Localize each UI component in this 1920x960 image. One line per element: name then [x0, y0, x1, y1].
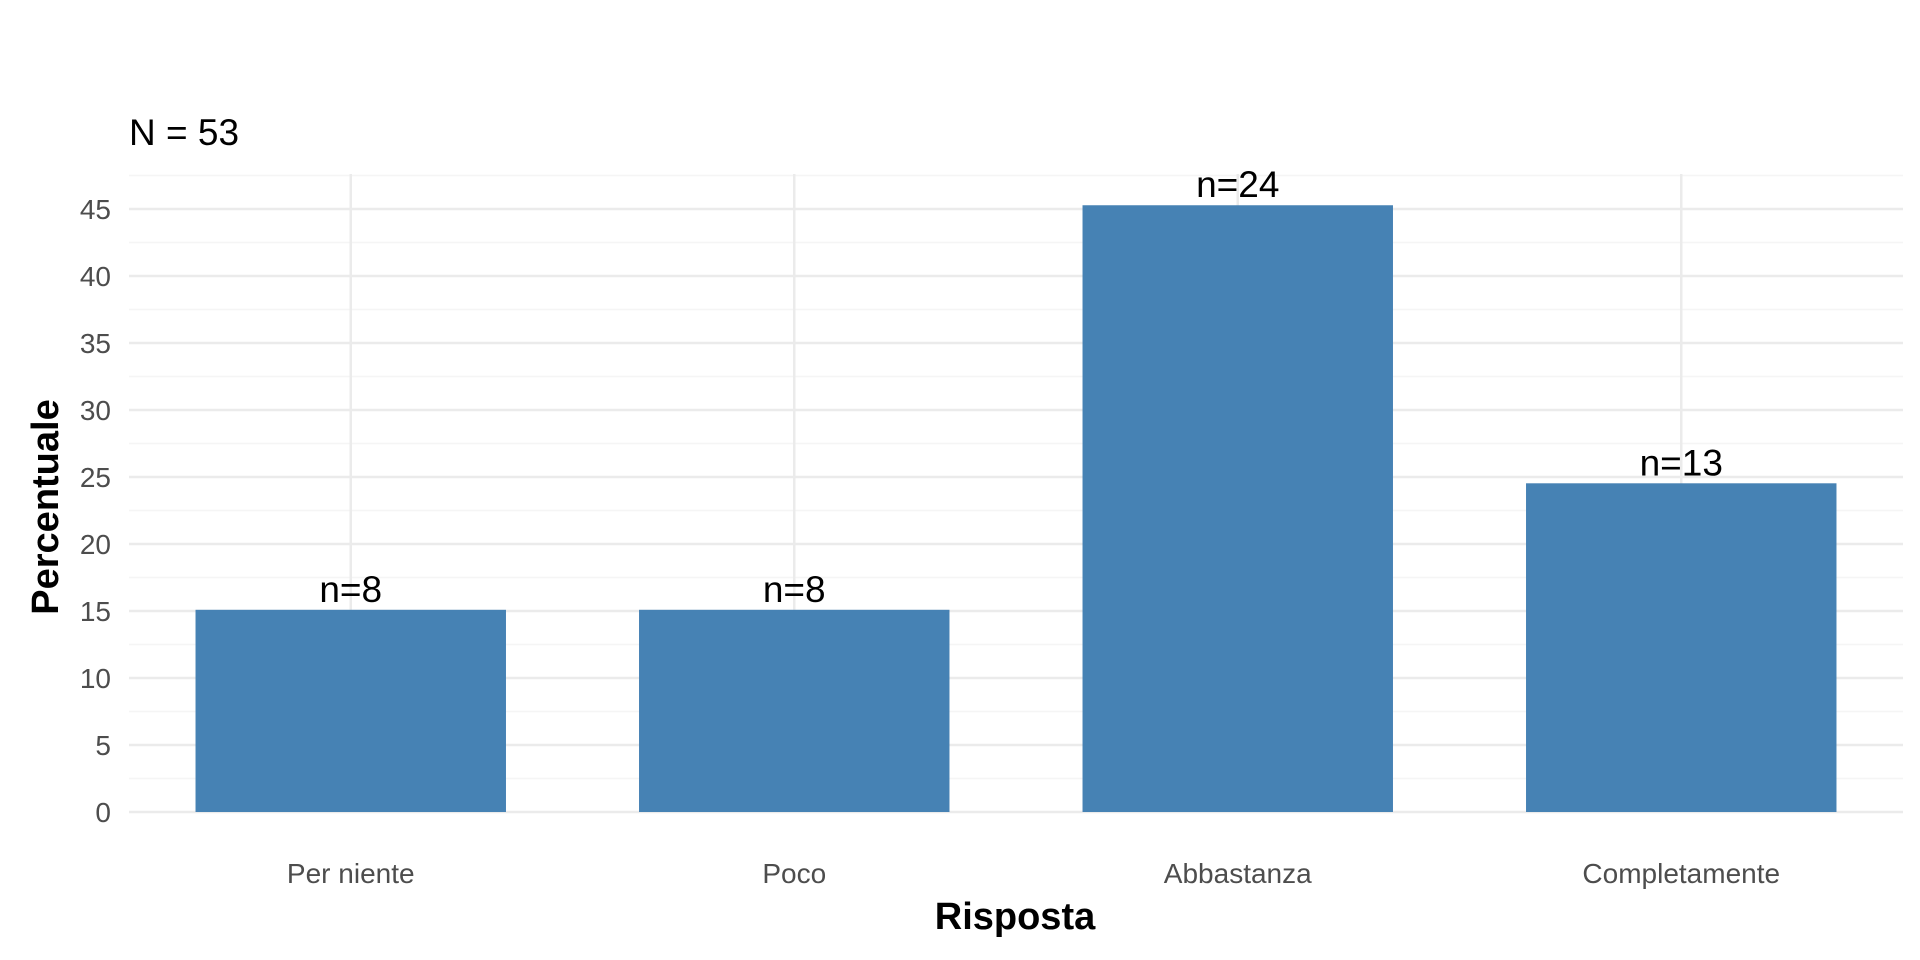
bar: [1526, 483, 1837, 812]
bars: [195, 205, 1837, 813]
x-axis-tick-labels: Per niente Poco Abbastanza Completamente: [287, 858, 1780, 889]
chart-subtitle: N = 53: [129, 112, 239, 153]
bar-value-label: n=24: [1196, 164, 1279, 205]
bar-value-label: n=13: [1640, 442, 1723, 483]
x-axis-title: Risposta: [935, 896, 1096, 938]
bar-labels: n=8 n=8 n=24 n=13: [319, 164, 1723, 610]
y-tick-label: 0: [95, 797, 111, 828]
y-tick-label: 5: [95, 730, 111, 761]
y-tick-label: 10: [80, 663, 111, 694]
y-axis-title: Percentuale: [25, 399, 67, 614]
y-tick-label: 20: [80, 529, 111, 560]
bar: [195, 609, 506, 812]
bar: [639, 609, 950, 812]
y-tick-label: 15: [80, 596, 111, 627]
y-tick-label: 35: [80, 328, 111, 359]
y-tick-label: 30: [80, 395, 111, 426]
bar-value-label: n=8: [763, 569, 826, 610]
bar: [1082, 205, 1393, 813]
y-tick-label: 40: [80, 261, 111, 292]
bar-value-label: n=8: [319, 569, 382, 610]
x-tick-label: Completamente: [1582, 858, 1780, 889]
x-tick-label: Abbastanza: [1164, 858, 1312, 889]
x-tick-label: Per niente: [287, 858, 415, 889]
y-axis-tick-labels: 0 5 10 15 20 25 30 35 40 45: [80, 194, 111, 828]
y-tick-label: 45: [80, 194, 111, 225]
y-tick-label: 25: [80, 462, 111, 493]
x-tick-label: Poco: [762, 858, 826, 889]
